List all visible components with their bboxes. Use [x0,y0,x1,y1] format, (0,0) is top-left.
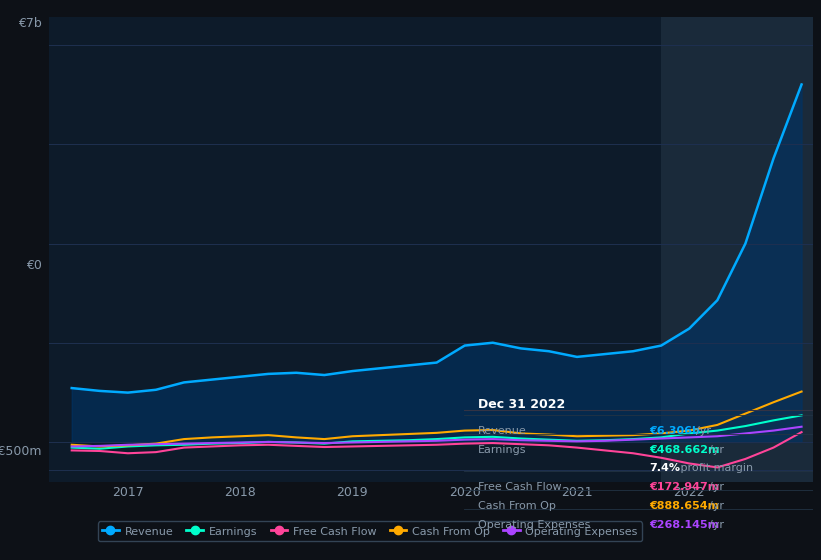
Text: Free Cash Flow: Free Cash Flow [478,482,562,492]
Text: /yr: /yr [709,501,724,511]
Text: Cash From Op: Cash From Op [478,501,556,511]
Text: /yr: /yr [709,520,724,530]
Text: Revenue: Revenue [478,426,526,436]
Text: €7b: €7b [18,17,42,30]
Text: -€500m: -€500m [0,445,42,458]
Text: €172.947m: €172.947m [649,482,719,492]
Text: Operating Expenses: Operating Expenses [478,520,590,530]
Text: /yr: /yr [709,445,724,455]
Text: €268.145m: €268.145m [649,520,719,530]
Legend: Revenue, Earnings, Free Cash Flow, Cash From Op, Operating Expenses: Revenue, Earnings, Free Cash Flow, Cash … [98,521,642,541]
Bar [661,17,813,482]
Text: /yr: /yr [709,482,724,492]
Text: Earnings: Earnings [478,445,526,455]
Text: €6.306b: €6.306b [649,426,699,436]
Text: 7.4%: 7.4% [649,463,680,473]
Text: profit margin: profit margin [677,463,754,473]
Text: €888.654m: €888.654m [649,501,719,511]
Text: €0: €0 [25,259,42,272]
Text: /yr: /yr [696,426,711,436]
Text: €468.662m: €468.662m [649,445,719,455]
Text: Dec 31 2022: Dec 31 2022 [478,398,565,410]
